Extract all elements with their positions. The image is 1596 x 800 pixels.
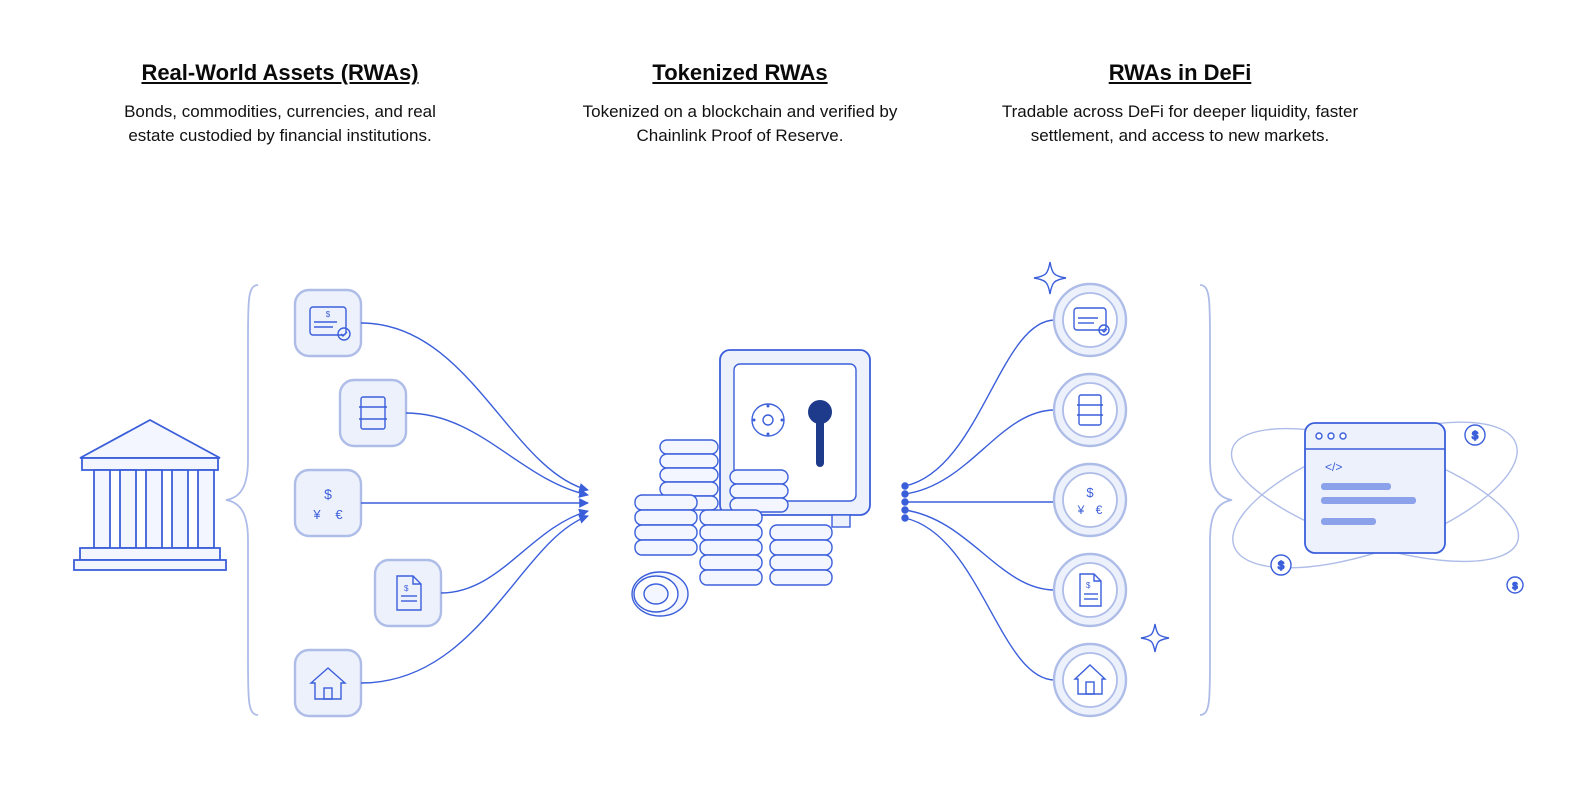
svg-text:$: $: [404, 584, 409, 593]
svg-text:¥: ¥: [312, 507, 321, 522]
svg-text:$: $: [1512, 581, 1517, 591]
svg-text:€: €: [335, 507, 343, 522]
asset-tokens-right: $ ¥ € $: [1054, 284, 1126, 716]
barrel-commodity-icon: [340, 380, 406, 446]
brace-right-icon: [1200, 285, 1232, 715]
brace-left-icon: [226, 285, 258, 715]
connectors-right: [902, 320, 1055, 680]
svg-text:$: $: [1278, 560, 1284, 572]
svg-text:€: €: [1096, 503, 1103, 517]
bond-certificate-token-icon: [1054, 284, 1126, 356]
svg-text:¥: ¥: [1077, 503, 1085, 517]
svg-text:$: $: [1086, 581, 1091, 590]
house-icon: [295, 650, 361, 716]
svg-text:</>: </>: [1325, 460, 1342, 474]
vault-with-coin-stacks-icon: [632, 350, 870, 616]
bank-icon: [74, 420, 226, 570]
bond-certificate-icon: $: [295, 290, 361, 356]
barrel-commodity-token-icon: [1054, 374, 1126, 446]
diagram-root: Real-World Assets (RWAs) Bonds, commodit…: [0, 0, 1596, 800]
connectors-left: [361, 323, 588, 683]
currency-icon: $ ¥ €: [295, 470, 361, 536]
currency-token-icon: $ ¥ €: [1054, 464, 1126, 536]
svg-text:$: $: [1086, 485, 1094, 500]
svg-text:$: $: [326, 310, 331, 319]
house-token-icon: [1054, 644, 1126, 716]
svg-text:$: $: [1472, 430, 1478, 442]
document-token-icon: $: [1054, 554, 1126, 626]
svg-text:$: $: [324, 486, 332, 502]
document-icon: $: [375, 560, 441, 626]
smart-contract-orbit-icon: </> $ $ $: [1215, 392, 1535, 598]
diagram-svg: $ $ ¥ € $: [0, 0, 1596, 800]
